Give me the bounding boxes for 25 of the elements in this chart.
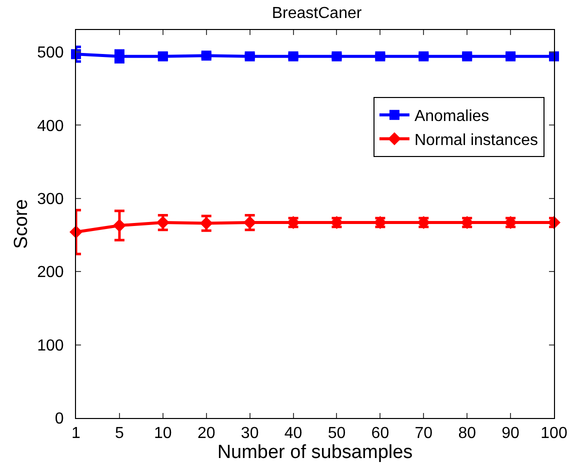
y-tick-label: 400 (37, 118, 64, 135)
legend-label: Anomalies (414, 108, 490, 126)
x-tick-label: 100 (540, 425, 568, 442)
y-tick-label: 100 (37, 337, 64, 354)
x-tick-label: 1 (72, 425, 81, 442)
legend-label: Normal instances (414, 132, 538, 149)
x-tick-label: 70 (414, 425, 433, 442)
x-tick-label: 80 (458, 425, 476, 442)
point (112, 218, 126, 232)
y-tick-label: 500 (37, 44, 64, 62)
y-tick-label: 200 (37, 264, 64, 282)
x-tick-label: 10 (154, 425, 172, 442)
x-tick-label: 30 (240, 425, 259, 442)
x-tick-label: 40 (284, 425, 302, 442)
y-axis-title: Score (10, 199, 32, 249)
y-tick-label: 300 (37, 190, 64, 208)
chart-title: BreastCaner (272, 5, 362, 22)
x-tick-label: 5 (114, 425, 124, 442)
x-tick-label: 90 (502, 425, 520, 442)
x-tick-label: 20 (197, 425, 216, 442)
x-tick-label: 60 (371, 425, 390, 442)
point (548, 216, 560, 230)
x-axis-title: Number of subsamples (217, 442, 413, 464)
x-tick-label: 50 (328, 425, 346, 442)
y-tick-label: 0 (54, 410, 64, 428)
